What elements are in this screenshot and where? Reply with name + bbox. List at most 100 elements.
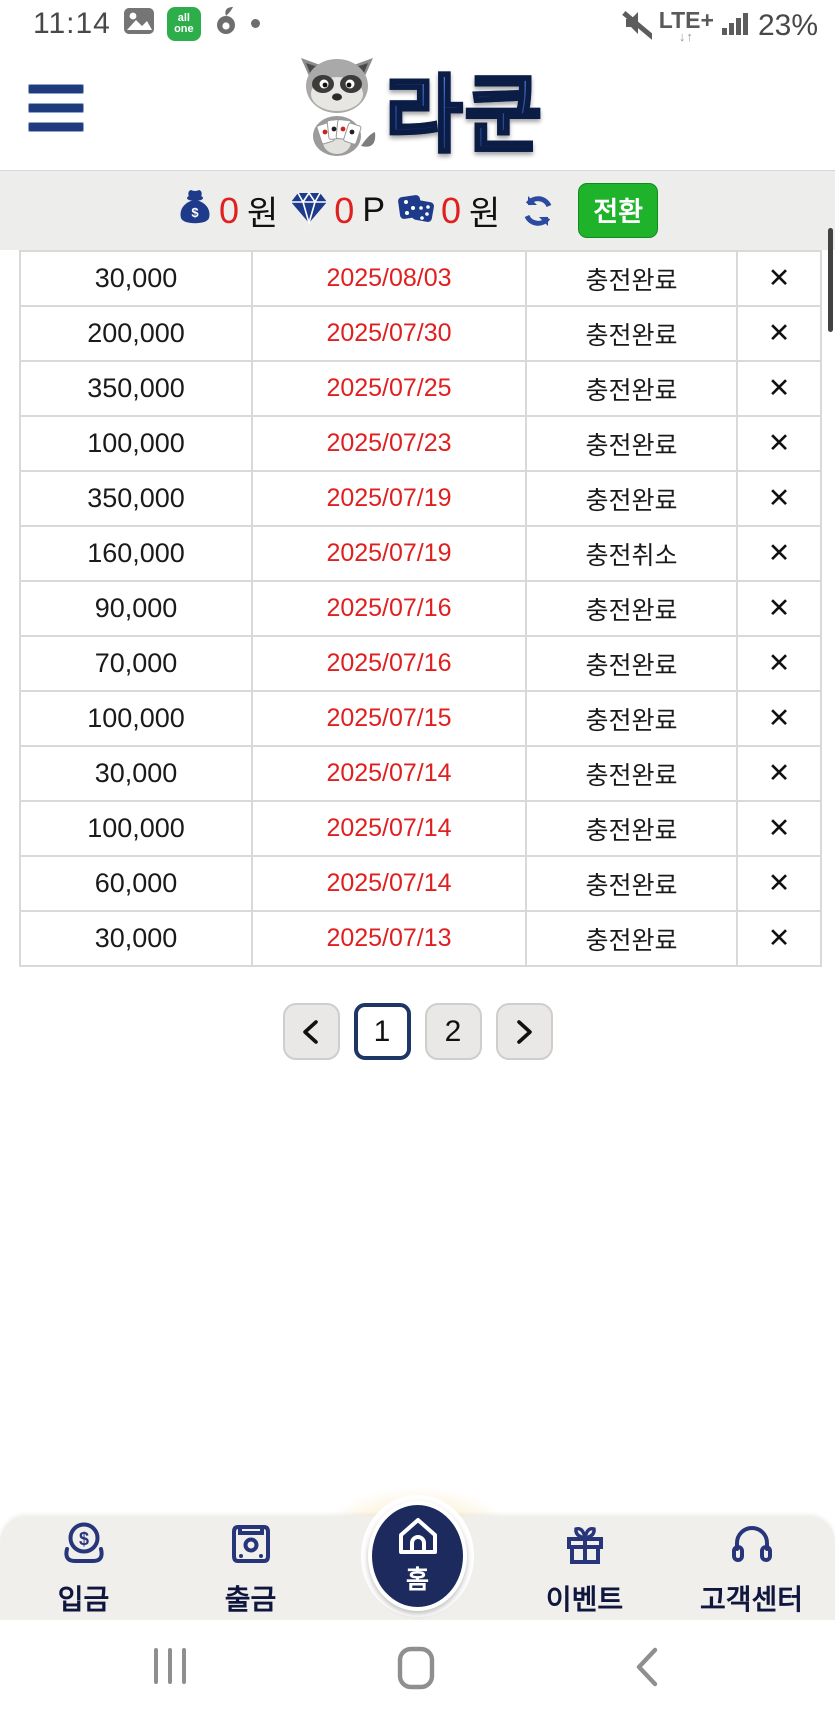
- svg-text:$: $: [78, 1529, 88, 1549]
- page-button-2[interactable]: 2: [424, 1003, 482, 1060]
- status-cell: 충전완료: [525, 800, 738, 857]
- delete-row-button[interactable]: ✕: [767, 483, 791, 513]
- nav-support[interactable]: 고객센터: [668, 1516, 835, 1620]
- deposit-row: 350,000 2025/07/19 충전완료 ✕: [19, 470, 822, 527]
- amount-cell: 90,000: [19, 580, 253, 637]
- date-cell: 2025/07/23: [251, 415, 527, 472]
- status-cell: 충전완료: [525, 470, 738, 527]
- prev-page-button[interactable]: [282, 1003, 340, 1060]
- date-cell: 2025/08/03: [251, 250, 527, 307]
- network-type-indicator: LTE+ ↓↑: [658, 6, 714, 44]
- brand-logo[interactable]: 라쿤: [0, 46, 835, 170]
- deposit-row: 350,000 2025/07/25 충전완료 ✕: [19, 360, 822, 417]
- delete-cell: ✕: [736, 635, 822, 692]
- delete-row-button[interactable]: ✕: [767, 703, 791, 733]
- date-cell: 2025/07/14: [251, 800, 527, 857]
- svg-text:$: $: [191, 205, 199, 220]
- android-nav-bar: [0, 1620, 835, 1716]
- delete-row-button[interactable]: ✕: [767, 868, 791, 898]
- deposit-row: 200,000 2025/07/30 충전완료 ✕: [19, 305, 822, 362]
- date-cell: 2025/07/19: [251, 470, 527, 527]
- convert-button[interactable]: 전환: [578, 183, 659, 238]
- status-cell: 충전완료: [525, 580, 738, 637]
- amount-cell: 350,000: [19, 360, 253, 417]
- next-page-button[interactable]: [495, 1003, 553, 1060]
- nav-event[interactable]: 이벤트: [501, 1516, 668, 1620]
- amount-cell: 60,000: [19, 855, 253, 912]
- status-cell: 충전완료: [525, 910, 738, 967]
- delete-cell: ✕: [736, 745, 822, 802]
- nav-home[interactable]: 홈: [368, 1501, 467, 1611]
- brand-name: 라쿤: [384, 48, 544, 169]
- withdraw-icon: [226, 1519, 276, 1572]
- delete-row-button[interactable]: ✕: [767, 318, 791, 348]
- status-cell: 충전완료: [525, 305, 738, 362]
- amount-cell: 70,000: [19, 635, 253, 692]
- android-recents-button[interactable]: [150, 1644, 190, 1691]
- clock: 11:14: [33, 6, 111, 40]
- date-cell: 2025/07/19: [251, 525, 527, 582]
- amount-cell: 100,000: [19, 800, 253, 857]
- status-cell: 충전완료: [525, 690, 738, 747]
- gem-icon: [290, 191, 328, 230]
- date-cell: 2025/07/15: [251, 690, 527, 747]
- status-cell: 충전완료: [525, 415, 738, 472]
- deposit-row: 160,000 2025/07/19 충전취소 ✕: [19, 525, 822, 582]
- scrollbar-thumb[interactable]: [828, 228, 833, 332]
- mute-icon: [618, 6, 656, 45]
- delete-row-button[interactable]: ✕: [767, 428, 791, 458]
- point-unit: P: [362, 191, 386, 229]
- delete-row-button[interactable]: ✕: [767, 593, 791, 623]
- raccoon-mascot-icon: [291, 54, 383, 163]
- delete-row-button[interactable]: ✕: [767, 813, 791, 843]
- delete-cell: ✕: [736, 250, 822, 307]
- delete-row-button[interactable]: ✕: [767, 373, 791, 403]
- dice-icon: [397, 189, 435, 232]
- menu-button[interactable]: [28, 84, 84, 132]
- date-cell: 2025/07/16: [251, 580, 527, 637]
- point-amount: 0: [334, 189, 355, 231]
- cash-balance: $ 0 원: [177, 186, 278, 235]
- delete-cell: ✕: [736, 360, 822, 417]
- allone-app-icon: all one: [166, 6, 201, 41]
- pagination: 1 2: [0, 1003, 835, 1060]
- home-icon: [397, 1517, 439, 1558]
- more-notifications-dot: [250, 19, 260, 28]
- point-balance: 0 P: [290, 190, 385, 232]
- refresh-balance-button[interactable]: [520, 193, 556, 229]
- headset-icon: [727, 1519, 777, 1572]
- android-home-button[interactable]: [394, 1644, 438, 1695]
- amount-cell: 30,000: [19, 250, 253, 307]
- delete-row-button[interactable]: ✕: [767, 758, 791, 788]
- delete-row-button[interactable]: ✕: [767, 648, 791, 678]
- deposit-row: 30,000 2025/07/13 충전완료 ✕: [19, 910, 822, 967]
- photo-notification-icon: [123, 7, 155, 40]
- deposit-row: 100,000 2025/07/15 충전완료 ✕: [19, 690, 822, 747]
- date-cell: 2025/07/14: [251, 745, 527, 802]
- dice-amount: 0: [441, 189, 462, 231]
- delete-cell: ✕: [736, 690, 822, 747]
- dice-balance: 0 원: [397, 186, 500, 235]
- nav-deposit[interactable]: $ 입금: [0, 1516, 167, 1620]
- battery-percent: 23%: [757, 8, 818, 42]
- status-cell: 충전완료: [525, 250, 738, 307]
- gift-icon: [560, 1519, 610, 1572]
- android-back-button[interactable]: [630, 1644, 664, 1693]
- delete-cell: ✕: [736, 470, 822, 527]
- nav-withdraw[interactable]: 출금: [167, 1516, 334, 1620]
- amount-cell: 200,000: [19, 305, 253, 362]
- deposit-history-table: 30,000 2025/08/03 충전완료 ✕ 200,000 2025/07…: [19, 250, 822, 967]
- deposit-row: 100,000 2025/07/23 충전완료 ✕: [19, 415, 822, 472]
- delete-row-button[interactable]: ✕: [767, 263, 791, 293]
- deposit-row: 90,000 2025/07/16 충전완료 ✕: [19, 580, 822, 637]
- delete-row-button[interactable]: ✕: [767, 923, 791, 953]
- delete-cell: ✕: [736, 525, 822, 582]
- deposit-row: 100,000 2025/07/14 충전완료 ✕: [19, 800, 822, 857]
- deposit-row: 70,000 2025/07/16 충전완료 ✕: [19, 635, 822, 692]
- date-cell: 2025/07/13: [251, 910, 527, 967]
- status-cell: 충전완료: [525, 635, 738, 692]
- delete-cell: ✕: [736, 910, 822, 967]
- delete-row-button[interactable]: ✕: [767, 538, 791, 568]
- page-button-1[interactable]: 1: [353, 1003, 411, 1060]
- delete-cell: ✕: [736, 800, 822, 857]
